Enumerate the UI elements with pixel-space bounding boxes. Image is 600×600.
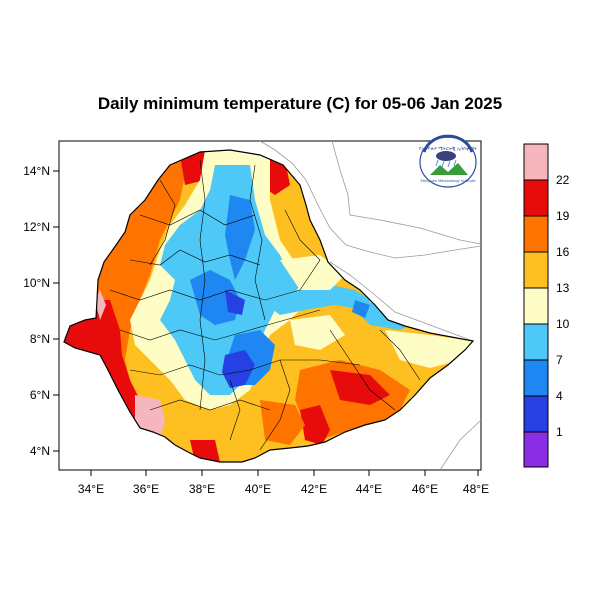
legend-label: 7 <box>556 353 563 367</box>
legend-label: 1 <box>556 425 563 439</box>
neighbour-borders <box>259 140 482 471</box>
legend-label: 13 <box>556 281 570 295</box>
legend-label: 19 <box>556 209 570 223</box>
legend-swatch <box>523 215 549 253</box>
y-tick-label: 4°N <box>30 444 50 458</box>
legend-swatch <box>523 431 549 468</box>
legend-swatch <box>523 359 549 397</box>
legend <box>523 143 549 468</box>
institute-logo: የኢትዮጵያ ሜትሮሎጂ ኢንስቲትዩት Ethiopian Meteorolo… <box>419 134 477 188</box>
legend-swatch <box>523 323 549 361</box>
x-tick-label: 36°E <box>133 482 159 496</box>
x-tick-label: 46°E <box>412 482 438 496</box>
x-tick-label: 42°E <box>301 482 327 496</box>
country-outline <box>63 149 475 463</box>
x-tick-label: 40°E <box>245 482 271 496</box>
legend-swatch <box>523 251 549 289</box>
y-axis <box>53 170 59 452</box>
logo-english-text: Ethiopian Meteorology Institute <box>421 179 476 183</box>
y-tick-label: 14°N <box>23 164 50 178</box>
legend-label: 16 <box>556 245 570 259</box>
legend-label: 10 <box>556 317 570 331</box>
map-title: Daily minimum temperature (C) for 05-06 … <box>97 94 503 113</box>
legend-swatch <box>523 287 549 325</box>
x-tick-label: 44°E <box>356 482 382 496</box>
y-tick-label: 6°N <box>30 388 50 402</box>
admin-boundaries <box>109 159 421 451</box>
y-tick-label: 8°N <box>30 332 50 346</box>
legend-swatch <box>523 395 549 433</box>
legend-label: 22 <box>556 173 570 187</box>
x-tick-label: 48°E <box>463 482 489 496</box>
legend-swatch <box>523 143 549 181</box>
x-tick-label: 34°E <box>78 482 104 496</box>
logo-amharic-text: የኢትዮጵያ ሜትሮሎጂ ኢንስቲትዩት <box>419 147 477 152</box>
y-tick-label: 10°N <box>23 276 50 290</box>
x-axis <box>90 470 479 476</box>
y-tick-label: 12°N <box>23 220 50 234</box>
x-tick-label: 38°E <box>189 482 215 496</box>
legend-swatch <box>523 179 549 217</box>
legend-label: 4 <box>556 389 563 403</box>
